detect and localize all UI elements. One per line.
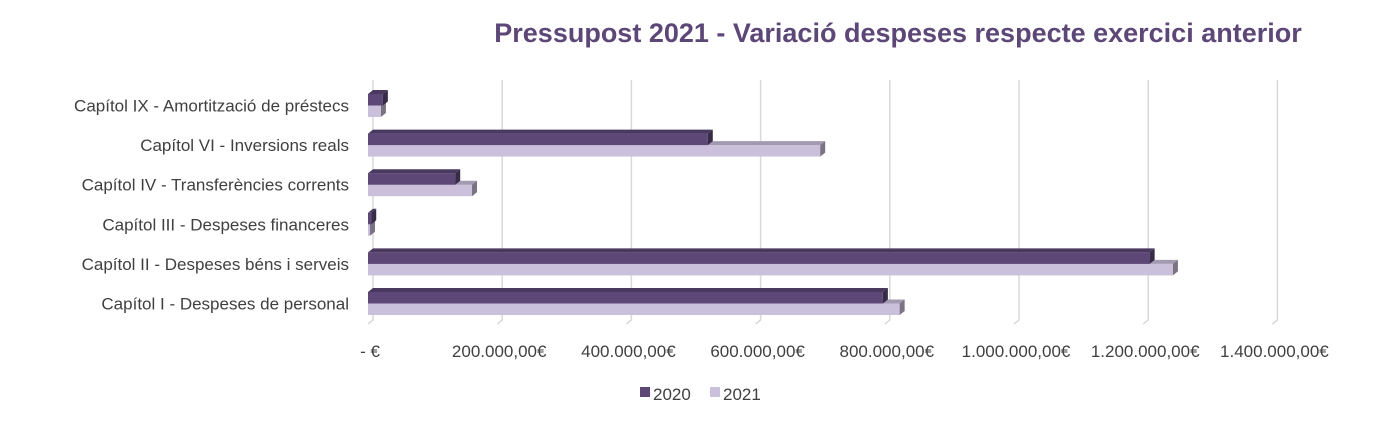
bar-2020 [368, 252, 1150, 264]
x-tick-label: 1.000.000,00€ [962, 342, 1071, 361]
bar-top-2020 [368, 208, 377, 213]
bar-side-2021 [899, 299, 905, 315]
bar-side-2020 [882, 288, 888, 304]
gridline [1271, 80, 1279, 325]
bar-side-2021 [820, 141, 826, 157]
x-tick-label: - € [360, 342, 380, 361]
bar-side-2020 [707, 129, 713, 146]
bar-2021 [368, 105, 381, 117]
bar-2021 [368, 303, 900, 315]
gridline [884, 80, 891, 325]
x-tick-label: 400.000,00€ [581, 342, 676, 361]
x-tick-label: 200.000,00€ [452, 342, 547, 361]
bar-2021 [368, 263, 1173, 276]
bar-2021 [368, 224, 370, 236]
bar-top-2020 [368, 288, 888, 292]
bar-side-2020 [1149, 248, 1155, 264]
bar-side-2021 [472, 180, 478, 197]
gridline [1142, 80, 1149, 325]
legend-label-2021: 2021 [723, 385, 761, 404]
x-tick-label: 800.000,00€ [840, 342, 935, 361]
legend-swatch-2020 [640, 387, 650, 397]
bar-2020 [368, 133, 708, 146]
bar-side-2020 [455, 169, 461, 185]
bar-side-2020 [382, 90, 388, 106]
gridline [367, 80, 374, 325]
category-label: Capítol I - Despeses de personal [101, 295, 349, 314]
bar-top-2020 [368, 169, 461, 174]
category-label: Capítol III - Despeses financeres [102, 215, 349, 234]
bar-side-2020 [371, 208, 377, 225]
bar-2020 [368, 292, 883, 304]
x-tick-label: 600.000,00€ [710, 342, 805, 361]
x-tick-label: 1.200.000,00€ [1091, 342, 1200, 361]
bar-2020 [368, 173, 456, 185]
bar-2020 [368, 212, 372, 225]
bar-top-2020 [368, 90, 388, 94]
gridline [496, 80, 503, 325]
bar-2021 [368, 184, 473, 197]
gridline [1013, 80, 1020, 325]
bar-2021 [368, 145, 821, 157]
legend-label-2020: 2020 [653, 385, 691, 404]
bar-2020 [368, 94, 383, 106]
x-tick-label: 1.400.000,00€ [1220, 342, 1329, 361]
gridline [755, 80, 762, 325]
bar-top-2020 [368, 248, 1155, 253]
bar-side-2021 [1172, 259, 1178, 276]
bar-top-2020 [368, 129, 713, 134]
category-label: Capítol IX - Amortització de préstecs [74, 97, 349, 116]
gridline [625, 80, 633, 325]
chart-title: Pressupost 2021 - Variació despeses resp… [494, 18, 1302, 48]
category-label: Capítol II - Despeses béns i serveis [82, 255, 349, 274]
category-label: Capítol VI - Inversions reals [140, 136, 349, 155]
category-label: Capítol IV - Transferències corrents [82, 176, 349, 195]
legend-swatch-2021 [710, 387, 720, 397]
